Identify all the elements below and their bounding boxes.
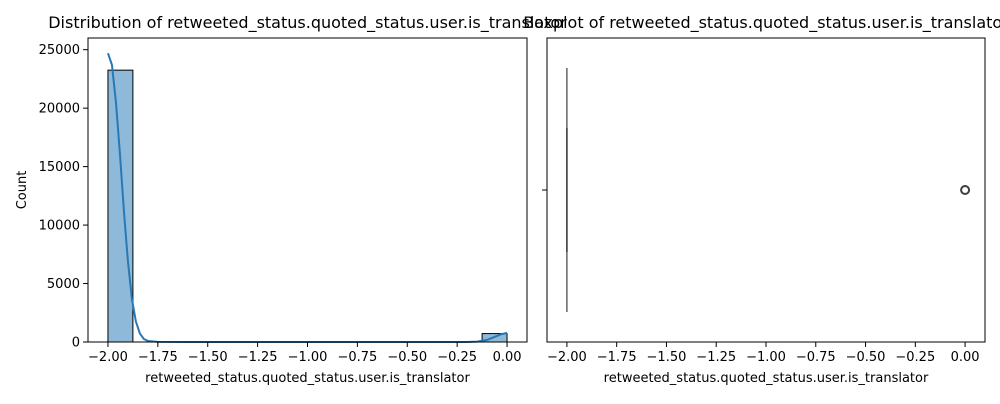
boxplot-outliers — [960, 185, 971, 195]
boxplot-x-tick-label-3: −1.25 — [696, 350, 736, 365]
histogram-y-ticks: 0 5000 10000 15000 20000 25000 — [39, 43, 88, 351]
boxplot-title: Boxplot of retweeted_status.quoted_statu… — [523, 13, 1000, 33]
histogram-x-label: retweeted_status.quoted_status.user.is_t… — [145, 371, 470, 386]
boxplot-x-tick-label-7: −0.25 — [895, 350, 935, 365]
histogram-y-tick-label-5: 25000 — [39, 43, 80, 58]
boxplot-x-ticks: −2.00 −1.75 −1.50 −1.25 −1.00 −0.75 −0.50 −0.25… — [547, 342, 980, 365]
boxplot-x-tick-label-5: −0.75 — [796, 350, 836, 365]
histogram-axes-frame — [87, 37, 528, 343]
histogram-x-tick-label-5: −0.75 — [337, 350, 377, 365]
histogram-y-tick-label-2: 10000 — [39, 219, 80, 234]
boxplot-x-tick-label-6: −0.50 — [846, 350, 886, 365]
histogram-x-tick-label-4: −1.00 — [288, 350, 328, 365]
histogram-x-tick-label-3: −1.25 — [238, 350, 278, 365]
kde-line — [107, 52, 508, 343]
histogram-y-tick-label-3: 15000 — [39, 160, 80, 175]
histogram-x-tick-label-2: −1.50 — [188, 350, 228, 365]
boxplot-x-tick-label-4: −1.00 — [746, 350, 786, 365]
boxplot-x-tick-label-2: −1.50 — [647, 350, 687, 365]
histogram-bar-0 — [107, 69, 134, 343]
boxplot-x-tick-label-0: −2.00 — [547, 350, 587, 365]
histogram-x-tick-label-7: −0.25 — [437, 350, 477, 365]
histogram-title: Distribution of retweeted_status.quoted_… — [48, 13, 567, 33]
histogram-x-tick-label-1: −1.75 — [138, 350, 178, 365]
boxplot-panel: −2.00 −1.75 −1.50 −1.25 −1.00 −0.75 −0.50 −0.25… — [523, 13, 1000, 386]
histogram-bars — [107, 69, 508, 343]
histogram-x-tick-label-6: −0.50 — [387, 350, 427, 365]
boxplot-x-tick-label-1: −1.75 — [597, 350, 637, 365]
histogram-x-tick-label-0: −2.00 — [88, 350, 128, 365]
histogram-y-tick-label-1: 5000 — [47, 277, 80, 292]
histogram-x-ticks: −2.00 −1.75 −1.50 −1.25 −1.00 −0.75 −0.50 −0.25… — [88, 342, 522, 365]
histogram-panel: −2.00 −1.75 −1.50 −1.25 −1.00 −0.75 −0.50 −0.25… — [15, 13, 567, 386]
histogram-y-tick-label-0: 0 — [72, 336, 80, 351]
boxplot-axes-frame — [546, 37, 986, 343]
histogram-x-tick-label-8: 0.00 — [493, 350, 522, 365]
boxplot-x-label: retweeted_status.quoted_status.user.is_t… — [604, 371, 929, 386]
boxplot-outlier-0 — [960, 185, 971, 195]
boxplot-x-tick-label-8: 0.00 — [951, 350, 980, 365]
histogram-y-label: Count — [15, 171, 30, 210]
histogram-y-tick-label-4: 20000 — [39, 102, 80, 117]
